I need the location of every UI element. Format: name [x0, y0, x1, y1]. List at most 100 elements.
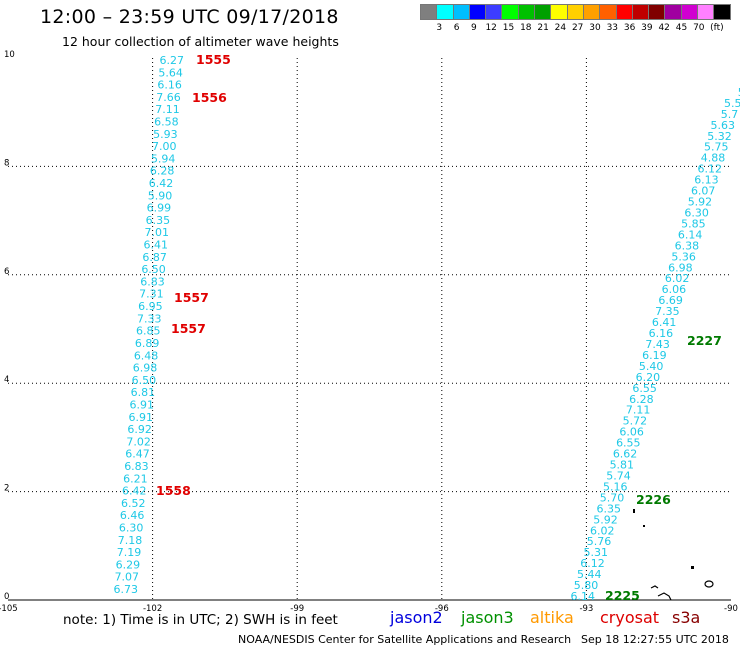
wave-height-point: 6.16: [649, 327, 674, 340]
satellite-legend-item: cryosat: [600, 608, 660, 627]
wave-height-point: 5.75: [704, 141, 729, 154]
wave-height-point: 6.12: [697, 163, 722, 176]
wave-height-point: 6.02: [665, 272, 690, 285]
color-scale-label: 39: [641, 23, 653, 33]
wave-height-point: 6.46: [120, 509, 145, 522]
color-scale-label: 6: [453, 23, 460, 33]
island-outline: [704, 580, 714, 588]
color-scale-label: 24: [554, 23, 567, 33]
y-tick-label: 10: [4, 50, 15, 60]
y-tick-label: 2: [4, 484, 9, 494]
color-scale-label: 18: [520, 23, 532, 33]
color-scale-label: 3: [436, 23, 443, 33]
track-time-label: 1556: [192, 90, 227, 105]
y-tick-label: 0: [4, 592, 9, 602]
track-time-label: 1558: [156, 483, 191, 498]
wave-height-point: 6.41: [143, 239, 168, 252]
wave-height-point: 6.55: [616, 437, 641, 450]
satellite-legend-item: jason3: [461, 608, 514, 627]
wave-height-point: 6.35: [597, 502, 622, 515]
color-scale-label: 33: [606, 23, 619, 33]
island-outline: [657, 592, 672, 601]
color-scale-labels: 3 6 9 12 15 18 21 24 27 30 33 36 39 42 45 70 (ft): [420, 23, 730, 37]
wave-height-point: 7.11: [155, 103, 180, 116]
wave-height-point: 6.92: [127, 423, 152, 436]
wave-height-point: 7.19: [117, 546, 142, 559]
wave-height-point: 7.00: [152, 140, 177, 153]
wave-height-point: 6.28: [150, 165, 175, 178]
wave-height-point: 6.29: [116, 558, 141, 571]
x-tick-label: -90: [724, 604, 738, 614]
island-outline: [633, 509, 635, 513]
wave-height-point: 6.62: [613, 448, 638, 461]
wave-height-point: 7.18: [118, 534, 143, 547]
y-tick-label: 6: [4, 267, 9, 277]
wave-height-point: 5.92: [688, 196, 713, 209]
credit-line: NOAA/NESDIS Center for Satellite Applica…: [238, 633, 572, 646]
wave-height-point: 6.42: [149, 177, 174, 190]
color-scale-label: 45: [675, 23, 688, 33]
color-scale-label: 42: [658, 23, 670, 33]
y-tick-label: 4: [4, 375, 9, 385]
color-scale-label: 70: [693, 23, 705, 33]
wave-height-point: 6.30: [119, 521, 144, 534]
wave-height-point: 7.35: [655, 305, 680, 318]
track-time-label: 2227: [687, 333, 722, 348]
wave-height-point: 7.07: [115, 571, 140, 584]
wave-height-point: 5.70: [600, 491, 625, 504]
wave-height-point: 5.90: [148, 189, 173, 202]
wave-height-point: 6.52: [121, 497, 146, 510]
wave-height-point: 5.81: [610, 459, 635, 472]
wave-height-point: 5.36: [671, 250, 696, 263]
color-scale-swatches: [420, 4, 731, 20]
track-time-label: 1557: [171, 321, 206, 336]
wave-height-point: 6.48: [134, 349, 159, 362]
wave-height-point: 6.06: [662, 283, 687, 296]
wave-height-point: 6.95: [138, 300, 163, 313]
color-scale-label: 27: [571, 23, 584, 33]
wave-height-point: 6.30: [684, 206, 709, 219]
x-tick-label: -96: [435, 604, 449, 614]
wave-height-point: 5.63: [710, 119, 735, 132]
wave-height-point: 6.21: [123, 472, 148, 485]
wave-height-point: 5.92: [593, 513, 618, 526]
wave-height-point: 7.33: [137, 312, 162, 325]
satellite-legend-item: altika: [530, 608, 574, 627]
wave-height-point: 5.94: [151, 152, 176, 165]
wave-height-point: 6.69: [658, 294, 683, 307]
wave-height-point: 6.27: [160, 54, 185, 67]
satellite-legend-item: s3a: [672, 608, 701, 627]
color-scale-label: 9: [471, 23, 477, 33]
wave-height-point: 6.91: [130, 398, 155, 411]
color-scale-unit: (ft): [710, 23, 724, 33]
wave-height-point: 6.02: [590, 524, 615, 537]
wave-height-point: 6.12: [580, 557, 605, 570]
color-scale-label: 21: [537, 23, 549, 33]
wave-height-point: 7.01: [145, 226, 170, 239]
color-scale-label: 12: [485, 23, 497, 33]
x-tick-label: -102: [143, 604, 162, 614]
wave-height-point: 5.64: [158, 66, 183, 79]
wave-height-point: 7.66: [156, 91, 181, 104]
wave-height-point: 6.50: [141, 263, 166, 276]
color-swatch: [713, 4, 731, 20]
wave-height-point: 6.35: [146, 214, 171, 227]
wave-height-point: 6.07: [691, 185, 716, 198]
wave-height-point: 6.91: [128, 411, 153, 424]
track-time-label: 2226: [636, 492, 671, 507]
wave-height-point: 6.06: [619, 426, 644, 439]
track-time-label: 1557: [174, 290, 209, 305]
wave-height-point: 6.58: [154, 116, 179, 129]
y-tick-label: 8: [4, 158, 9, 168]
wave-height-point: 6.13: [694, 174, 719, 187]
wave-height-point: 5: [738, 86, 740, 99]
wave-height-point: 6.28: [629, 393, 654, 406]
wave-height-point: 6.81: [131, 386, 156, 399]
generated-timestamp: Sep 18 12:27:55 UTC 2018: [581, 633, 729, 646]
wave-height-point: 6.98: [133, 362, 158, 375]
wave-height-point: 5.93: [153, 128, 178, 141]
wave-height-point: 7.31: [139, 288, 164, 301]
wave-height-point: 5.76: [587, 535, 612, 548]
wave-height-point: 6.73: [114, 583, 139, 596]
